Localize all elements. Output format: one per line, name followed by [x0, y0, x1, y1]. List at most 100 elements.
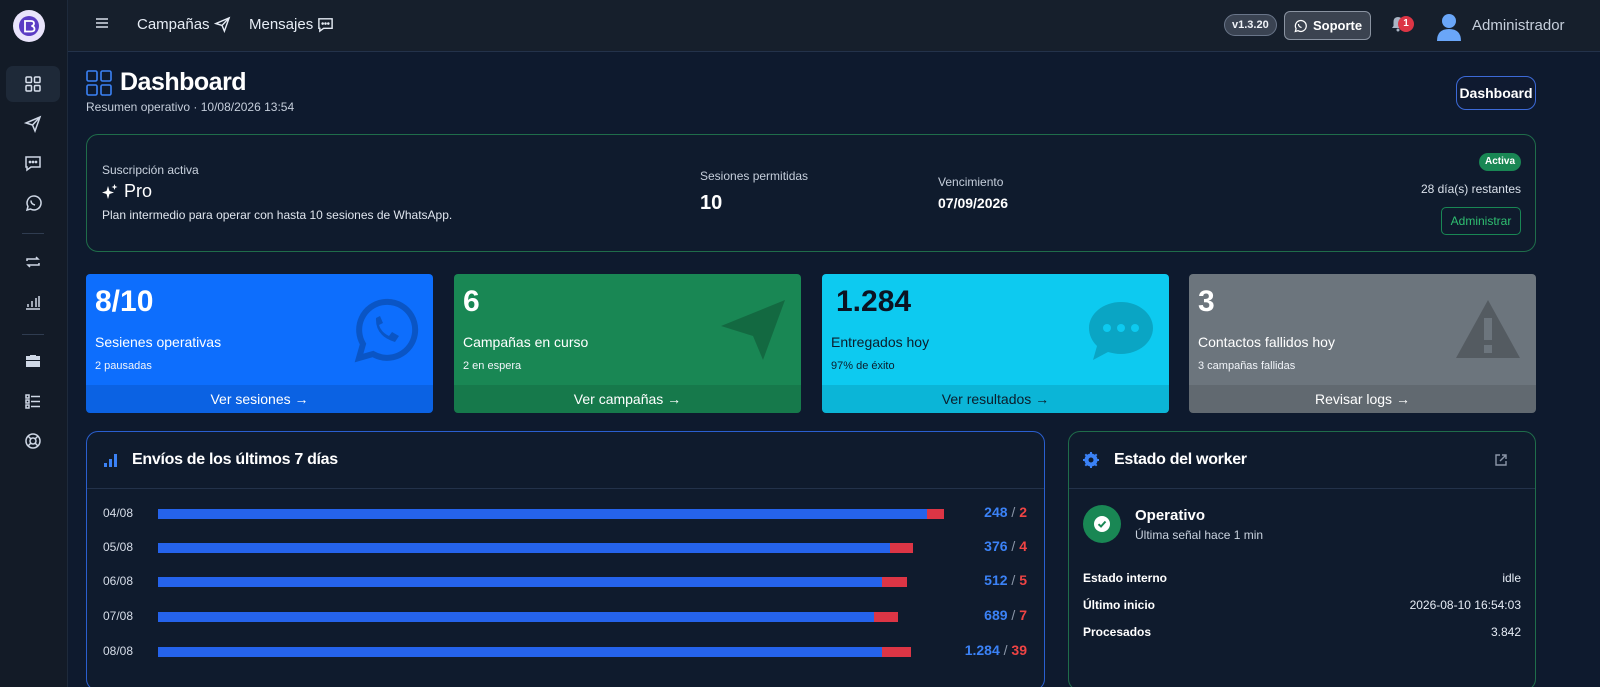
panel-header: Estado del worker [1069, 432, 1535, 489]
stat-link[interactable]: Ver resultados → [822, 385, 1169, 413]
stat-card-delivered: 1.284 Entregados hoy 97% de éxito Ver re… [822, 274, 1169, 413]
message-icon [25, 156, 41, 172]
detail-key: Procesados [1083, 625, 1152, 639]
stat-card-sessions: 8/10 Sesienes operativas 2 pausadas Ver … [86, 274, 433, 413]
failed-count: 7 [1019, 607, 1027, 623]
support-label: Soporte [1313, 18, 1363, 33]
sidebar-item-messages[interactable] [6, 145, 60, 181]
message-icon [318, 18, 334, 33]
sessions-value: 10 [700, 192, 723, 214]
stat-label: Entregados hoy [831, 334, 930, 350]
stat-value: 1.284 [836, 285, 912, 318]
repeat-icon [26, 256, 40, 268]
stat-sub: 3 campañas fallidas [1198, 360, 1296, 372]
bar-failed [889, 543, 913, 553]
bar-delivered [158, 577, 883, 587]
expiry-label: Vencimiento [938, 175, 1004, 189]
stat-card-campaigns: 6 Campañas en curso 2 en espera Ver camp… [454, 274, 801, 413]
bar-failed [882, 577, 907, 587]
subscription-card: Suscripción activa Pro Plan intermedio p… [86, 134, 1536, 252]
sidebar-item-support[interactable] [6, 423, 60, 459]
external-link-icon[interactable] [1494, 453, 1508, 467]
nav-campaigns-label: Campañas [137, 16, 210, 33]
row-values: 512 / 5 [984, 572, 1027, 588]
bar-chart-icon [104, 454, 117, 467]
stat-link[interactable]: Ver sesiones → [86, 385, 433, 413]
sidebar-item-reports[interactable] [6, 284, 60, 320]
sidebar-item-dashboard[interactable] [6, 66, 60, 102]
sidebar-item-lists[interactable] [6, 383, 60, 419]
sidebar-item-business[interactable] [6, 343, 60, 379]
detail-key: Último inicio [1083, 598, 1155, 612]
send-icon [721, 300, 785, 360]
warning-icon [1456, 300, 1520, 358]
days-remaining: 28 día(s) restantes [1420, 182, 1521, 196]
bar-failed [926, 509, 944, 519]
stat-link[interactable]: Revisar logs → [1189, 385, 1536, 413]
worker-panel: Estado del worker Operativo Última señal… [1068, 431, 1536, 687]
sends-row: 08/08 1.284 / 39 [87, 642, 1044, 662]
chat-bubble-icon [1089, 302, 1153, 360]
bar-delivered [158, 543, 890, 553]
failed-count: 39 [1011, 642, 1027, 658]
sparkles-icon [102, 183, 118, 199]
row-values: 689 / 7 [984, 607, 1027, 623]
detail-value: 3.842 [1490, 625, 1521, 639]
sends-panel: Envíos de los últimos 7 días 04/08 248 /… [86, 431, 1045, 687]
manage-subscription-button[interactable]: Administrar [1441, 207, 1521, 235]
row-bar [158, 647, 911, 657]
gear-icon [1083, 452, 1099, 468]
failed-count: 5 [1019, 572, 1027, 588]
panel-title: Estado del worker [1114, 451, 1247, 468]
stat-link[interactable]: Ver campañas → [454, 385, 801, 413]
worker-status: Operativo [1135, 507, 1206, 524]
bar-delivered [158, 612, 875, 622]
sidebar [0, 0, 68, 687]
sends-row: 04/08 248 / 2 [87, 504, 1044, 524]
app-logo[interactable] [13, 10, 45, 42]
row-bar [158, 509, 944, 519]
avatar[interactable] [1435, 12, 1463, 42]
dashboard-button[interactable]: Dashboard [1456, 76, 1536, 110]
status-badge: Activa [1478, 153, 1521, 171]
grid-icon [86, 69, 112, 96]
sends-row: 06/08 512 / 5 [87, 572, 1044, 592]
expiry-value: 07/09/2026 [938, 195, 1009, 211]
sidebar-item-campaigns[interactable] [6, 106, 60, 142]
stat-label: Sesienes operativas [95, 334, 222, 350]
stat-sub: 2 en espera [463, 360, 522, 372]
stat-card-failed: 3 Contactos fallidos hoy 3 campañas fall… [1189, 274, 1536, 413]
plan-name: Pro [124, 181, 153, 201]
stat-label: Contactos fallidos hoy [1198, 334, 1335, 350]
user-name[interactable]: Administrador [1472, 17, 1565, 34]
sidebar-item-automations[interactable] [6, 244, 60, 280]
stat-value: 8/10 [95, 285, 154, 318]
notification-badge: 1 [1398, 16, 1414, 32]
row-values: 1.284 / 39 [964, 642, 1027, 658]
delivered-count: 689 [984, 607, 1008, 623]
grid-icon [25, 76, 41, 92]
stat-sub: 2 pausadas [95, 360, 152, 372]
status-check-icon [1083, 505, 1121, 543]
whatsapp-icon [1294, 19, 1307, 32]
hamburger-icon[interactable] [95, 16, 109, 30]
row-date: 08/08 [103, 644, 134, 658]
nav-campaigns[interactable]: Campañas [137, 16, 231, 33]
page-header: Dashboard [86, 68, 247, 97]
row-values: 248 / 2 [984, 504, 1027, 520]
send-icon [213, 16, 230, 33]
delivered-count: 1.284 [964, 642, 1000, 658]
row-values: 376 / 4 [984, 538, 1027, 554]
lifebuoy-icon [25, 433, 41, 449]
page-title: Dashboard [120, 68, 247, 96]
row-bar [158, 612, 898, 622]
row-date: 04/08 [103, 506, 134, 520]
sidebar-item-whatsapp[interactable] [6, 185, 60, 221]
stat-value: 6 [463, 285, 480, 318]
bar-failed [874, 612, 898, 622]
sessions-label: Sesiones permitidas [700, 169, 809, 183]
stat-sub: 97% de éxito [831, 360, 895, 372]
whatsapp-icon [354, 298, 419, 363]
support-button[interactable]: Soporte [1284, 11, 1372, 40]
nav-messages[interactable]: Mensajes [249, 16, 334, 33]
